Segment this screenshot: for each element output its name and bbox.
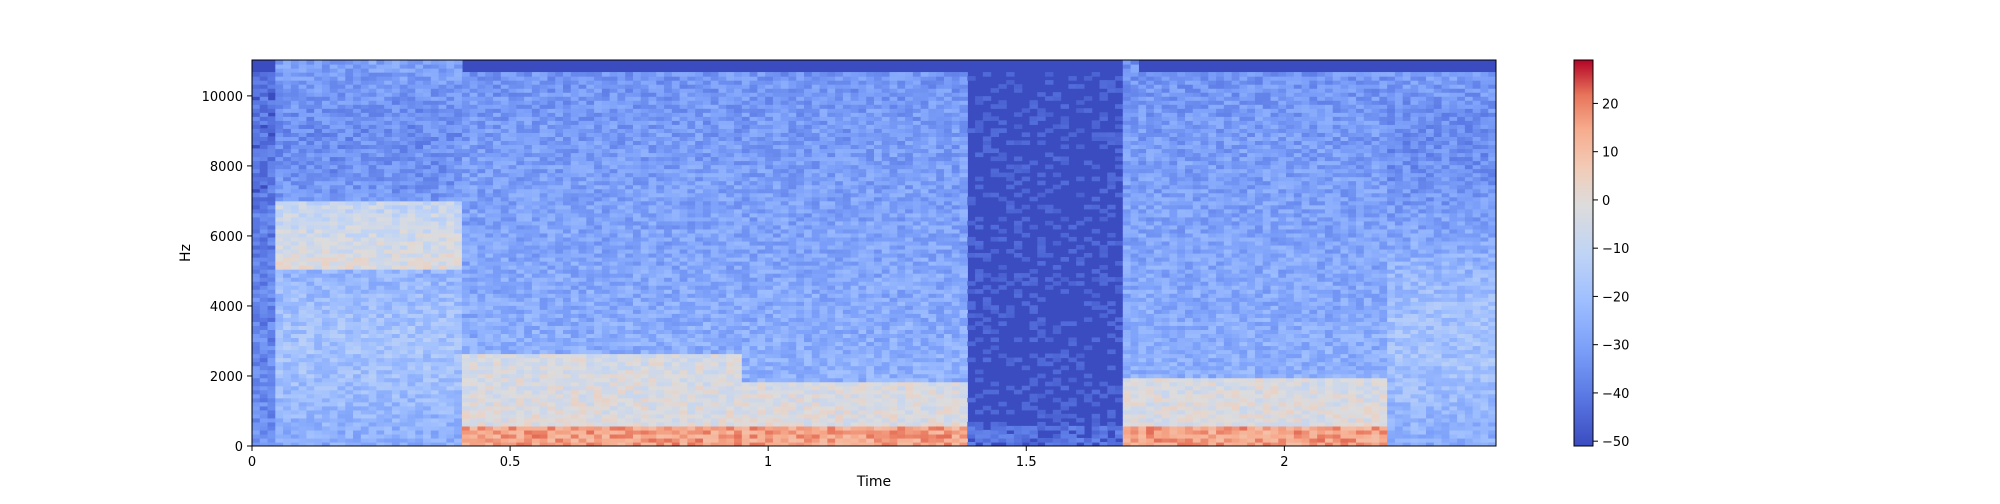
x-tick-label: 0: [248, 455, 256, 470]
spectrogram-heatmap: [252, 60, 1497, 447]
x-tick-label: 2: [1280, 455, 1288, 470]
colorbar-tick-label: 10: [1602, 146, 1619, 161]
colorbar-tick-label: −50: [1602, 435, 1629, 450]
x-tick-label: 1.5: [1016, 455, 1037, 470]
y-tick-label: 4000: [210, 300, 243, 315]
y-tick-label: 6000: [210, 230, 243, 245]
colorbar-tick-label: 20: [1602, 97, 1619, 112]
y-tick-label: 0: [235, 440, 243, 455]
colorbar-tick-label: −40: [1602, 387, 1629, 402]
y-axis: 0 2000 4000 6000 8000 10000: [202, 90, 252, 455]
y-tick-label: 8000: [210, 160, 243, 175]
x-axis-label: Time: [856, 474, 891, 490]
y-tick-label: 2000: [210, 370, 243, 385]
y-tick-label: 10000: [202, 90, 243, 105]
x-tick-label: 0.5: [500, 455, 521, 470]
colorbar-tick-label: −10: [1602, 242, 1629, 257]
colorbar-tick-label: 0: [1602, 194, 1610, 209]
y-axis-label: Hz: [178, 244, 194, 262]
x-axis: 0 0.5 1 1.5 2: [248, 446, 1289, 470]
colorbar-axis: −50 −40 −30 −20 −10 0 10 20: [1593, 97, 1629, 450]
colorbar-tick-label: −20: [1602, 290, 1629, 305]
x-tick-label: 1: [764, 455, 772, 470]
colorbar-tick-label: −30: [1602, 339, 1629, 354]
colorbar: [1574, 60, 1593, 446]
